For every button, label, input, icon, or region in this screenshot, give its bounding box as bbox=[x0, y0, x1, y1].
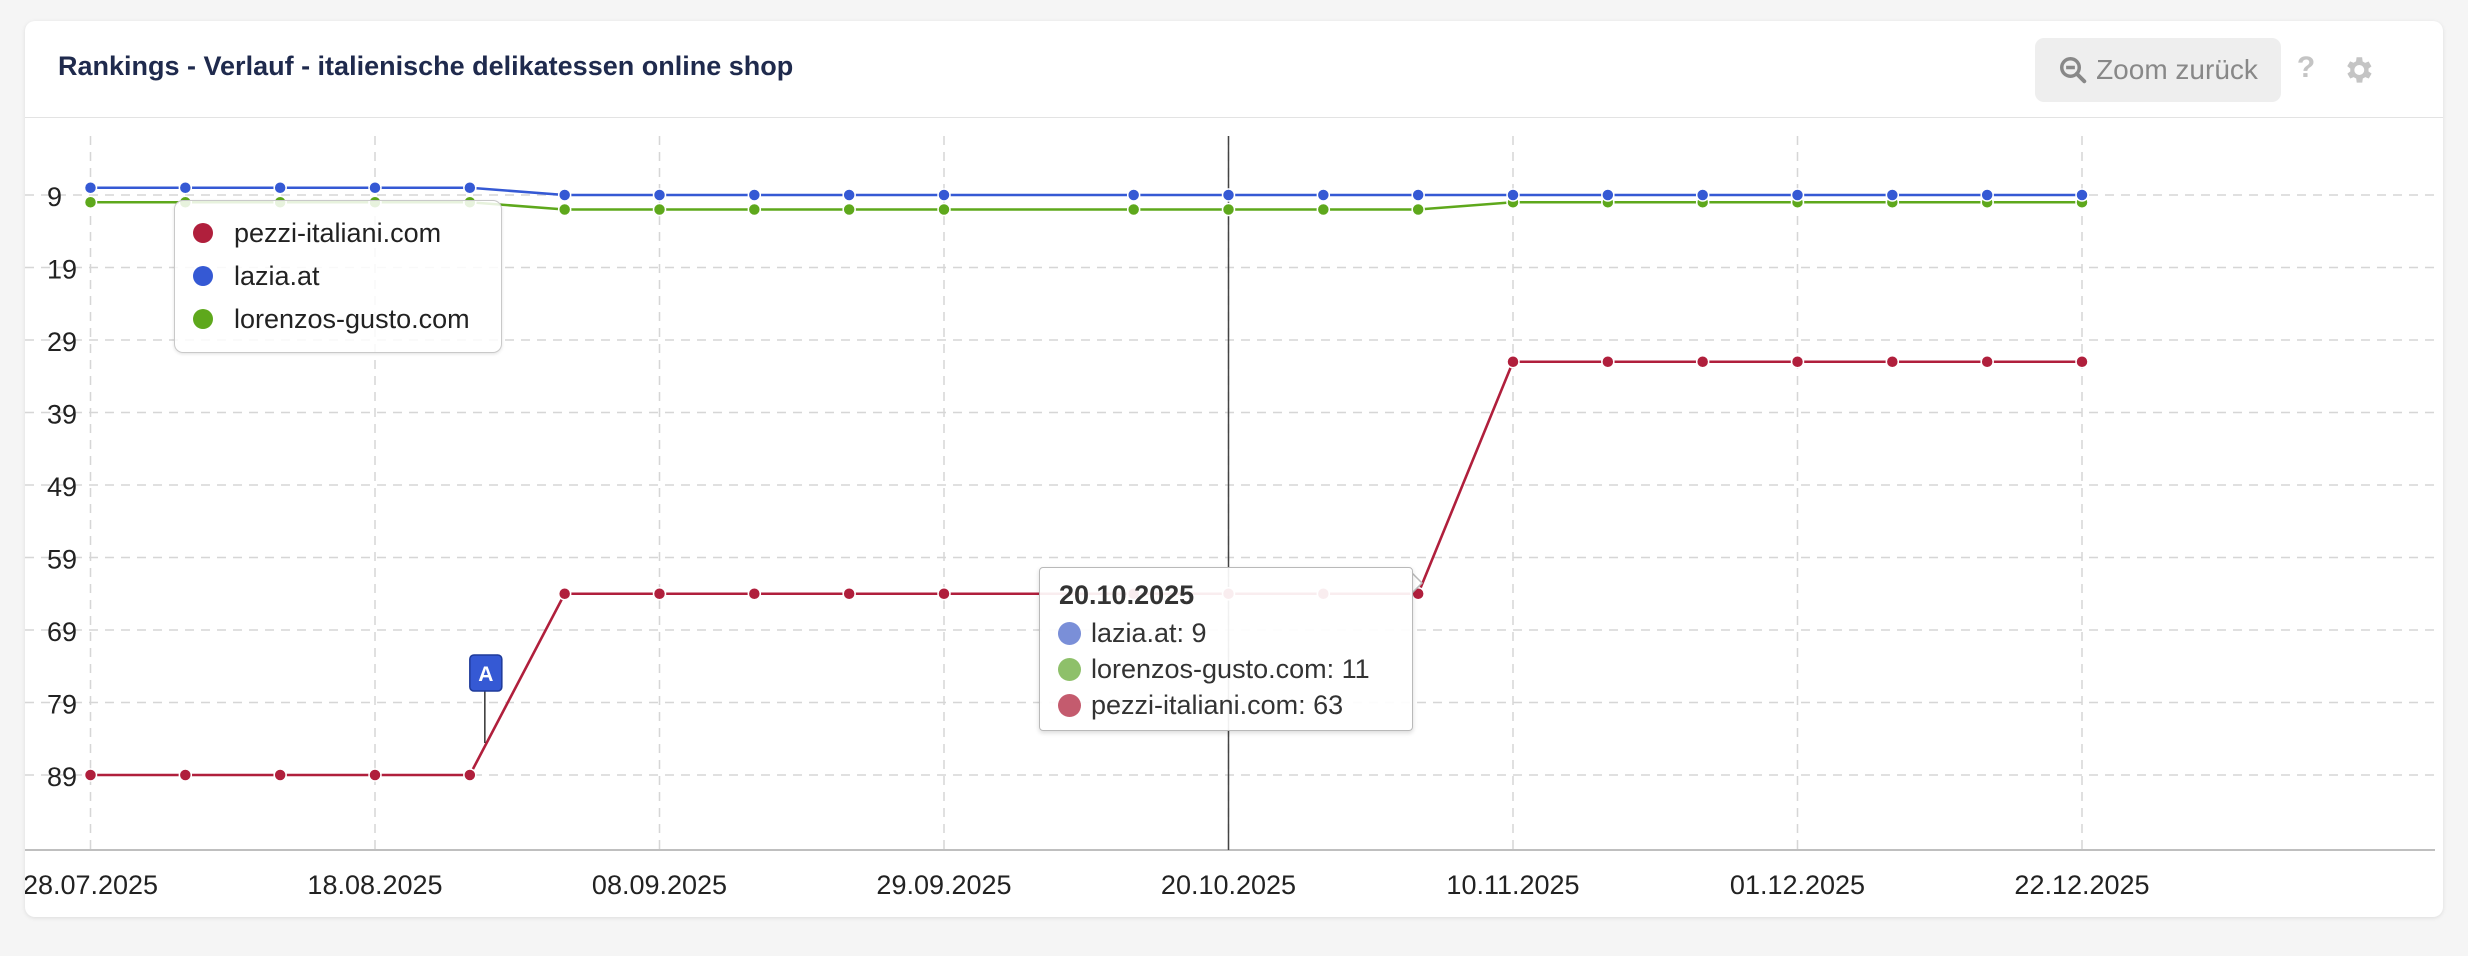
tooltip-marker-lazia bbox=[1058, 621, 1081, 645]
data-point-0-5[interactable] bbox=[557, 587, 572, 601]
chart-legend: pezzi-italiani.com lazia.at lorenzos-gus… bbox=[174, 200, 502, 353]
x-tick-label-7: 22.12.2025 bbox=[2014, 870, 2149, 900]
x-tick-label-1: 18.08.2025 bbox=[307, 870, 442, 900]
data-point-1-7[interactable] bbox=[747, 188, 762, 202]
tooltip-date: 20.10.2025 bbox=[1059, 580, 1195, 610]
data-point-1-0[interactable] bbox=[83, 181, 98, 195]
help-icon[interactable]: ? bbox=[2296, 51, 2316, 84]
data-point-2-0[interactable] bbox=[83, 195, 98, 209]
tooltip-pointer bbox=[1410, 571, 1424, 596]
annotation-label: A bbox=[478, 663, 493, 686]
data-point-0-8[interactable] bbox=[842, 587, 856, 601]
data-point-2-13[interactable] bbox=[1411, 202, 1425, 217]
data-point-0-0[interactable] bbox=[83, 768, 98, 782]
data-point-0-2[interactable] bbox=[273, 768, 287, 782]
data-point-1-6[interactable] bbox=[652, 188, 667, 202]
y-tick-label-2: 29 bbox=[47, 327, 77, 357]
data-point-1-5[interactable] bbox=[557, 188, 572, 202]
data-point-1-12[interactable] bbox=[1316, 188, 1331, 202]
data-point-0-19[interactable] bbox=[1980, 355, 1994, 369]
data-point-1-2[interactable] bbox=[273, 181, 287, 195]
legend-label-lorenzo: lorenzos-gusto.com bbox=[234, 303, 470, 334]
data-point-1-14[interactable] bbox=[1506, 188, 1520, 202]
x-tick-label-0: 28.07.2025 bbox=[25, 870, 158, 900]
data-point-1-10[interactable] bbox=[1126, 188, 1141, 202]
data-point-0-17[interactable] bbox=[1790, 355, 1805, 369]
data-point-1-3[interactable] bbox=[368, 181, 382, 195]
data-point-0-4[interactable] bbox=[463, 768, 477, 782]
data-point-0-1[interactable] bbox=[178, 768, 193, 782]
legend-marker-lorenzo bbox=[193, 309, 213, 329]
data-point-0-20[interactable] bbox=[2075, 355, 2089, 369]
data-point-0-15[interactable] bbox=[1601, 355, 1615, 369]
y-tick-label-3: 39 bbox=[47, 400, 77, 430]
tooltip-text-lorenzo: lorenzos-gusto.com: 11 bbox=[1091, 653, 1370, 684]
tooltip-row-lorenzo: lorenzos-gusto.com: 11 bbox=[1058, 651, 1370, 687]
gear-icon[interactable] bbox=[2341, 53, 2375, 87]
annotation-flag[interactable] bbox=[469, 654, 503, 692]
data-point-1-8[interactable] bbox=[842, 188, 856, 202]
data-point-1-4[interactable] bbox=[463, 181, 477, 195]
data-point-1-13[interactable] bbox=[1411, 188, 1425, 202]
y-tick-label-4: 49 bbox=[47, 472, 77, 502]
data-point-0-16[interactable] bbox=[1695, 355, 1710, 369]
data-point-1-18[interactable] bbox=[1885, 188, 1900, 202]
x-tick-label-5: 10.11.2025 bbox=[1446, 870, 1579, 900]
data-point-1-16[interactable] bbox=[1695, 188, 1710, 202]
y-tick-label-0: 9 bbox=[47, 182, 62, 212]
data-point-2-7[interactable] bbox=[747, 202, 762, 217]
chart-plot[interactable]: 9 19 29 39 49 59 69 79 89 28.07.2025 18.08.2025 08.… bbox=[25, 21, 2443, 917]
tooltip-marker-lorenzo bbox=[1058, 657, 1081, 681]
tooltip-marker-pezzi bbox=[1058, 693, 1081, 717]
legend-label-lazia: lazia.at bbox=[234, 260, 320, 291]
chart-tooltip: 20.10.2025 lazia.at: 9 lorenzos-gusto.co… bbox=[1039, 567, 1413, 731]
data-point-2-9[interactable] bbox=[937, 202, 951, 217]
data-point-0-18[interactable] bbox=[1885, 355, 1900, 369]
x-tick-label-3: 29.09.2025 bbox=[876, 870, 1011, 900]
data-point-0-6[interactable] bbox=[652, 587, 667, 601]
zoom-reset-label: Zoom zurück bbox=[2096, 54, 2258, 85]
y-tick-label-8: 89 bbox=[47, 762, 77, 792]
rankings-chart-card: Rankings - Verlauf - italienische delika… bbox=[25, 21, 2443, 917]
data-point-1-15[interactable] bbox=[1601, 188, 1615, 202]
x-tick-label-4: 20.10.2025 bbox=[1161, 870, 1296, 900]
data-point-2-8[interactable] bbox=[842, 202, 856, 217]
data-point-0-3[interactable] bbox=[368, 768, 382, 782]
data-point-0-9[interactable] bbox=[937, 587, 951, 601]
legend-marker-lazia bbox=[193, 266, 213, 286]
data-point-1-19[interactable] bbox=[1980, 188, 1994, 202]
data-point-1-17[interactable] bbox=[1790, 188, 1805, 202]
legend-item-pezzi[interactable]: pezzi-italiani.com bbox=[193, 213, 441, 253]
data-point-2-5[interactable] bbox=[557, 202, 572, 217]
tooltip-row-pezzi: pezzi-italiani.com: 63 bbox=[1058, 687, 1343, 723]
tooltip-text-pezzi: pezzi-italiani.com: 63 bbox=[1091, 689, 1344, 720]
chart-title: Rankings - Verlauf - italienische delika… bbox=[58, 51, 794, 81]
legend-marker-pezzi bbox=[193, 223, 213, 243]
series-line-1 bbox=[90, 186, 2082, 197]
y-tick-label-6: 69 bbox=[47, 617, 77, 647]
data-point-1-9[interactable] bbox=[937, 188, 951, 202]
x-tick-label-2: 08.09.2025 bbox=[592, 870, 727, 900]
data-point-1-1[interactable] bbox=[178, 181, 193, 195]
y-tick-label-7: 79 bbox=[47, 690, 77, 720]
card-header: Rankings - Verlauf - italienische delika… bbox=[25, 21, 2443, 118]
legend-item-lorenzo[interactable]: lorenzos-gusto.com bbox=[193, 299, 470, 339]
y-tick-label-5: 59 bbox=[47, 545, 77, 575]
data-point-2-12[interactable] bbox=[1316, 202, 1331, 217]
data-point-2-6[interactable] bbox=[652, 202, 667, 217]
data-point-2-10[interactable] bbox=[1126, 202, 1141, 217]
tooltip-row-lazia: lazia.at: 9 bbox=[1058, 615, 1207, 651]
data-point-2-11[interactable] bbox=[1221, 202, 1236, 217]
data-point-1-20[interactable] bbox=[2075, 188, 2089, 202]
data-point-0-14[interactable] bbox=[1506, 355, 1520, 369]
zoom-out-icon bbox=[2060, 57, 2087, 84]
legend-label-pezzi: pezzi-italiani.com bbox=[234, 217, 442, 248]
zoom-reset-button[interactable]: Zoom zurück bbox=[2035, 38, 2281, 102]
legend-item-lazia[interactable]: lazia.at bbox=[193, 256, 320, 296]
x-tick-label-6: 01.12.2025 bbox=[1730, 870, 1865, 900]
tooltip-text-lazia: lazia.at: 9 bbox=[1091, 617, 1207, 648]
data-point-1-11[interactable] bbox=[1221, 188, 1236, 202]
data-point-0-7[interactable] bbox=[747, 587, 762, 601]
y-tick-label-1: 19 bbox=[47, 255, 77, 285]
